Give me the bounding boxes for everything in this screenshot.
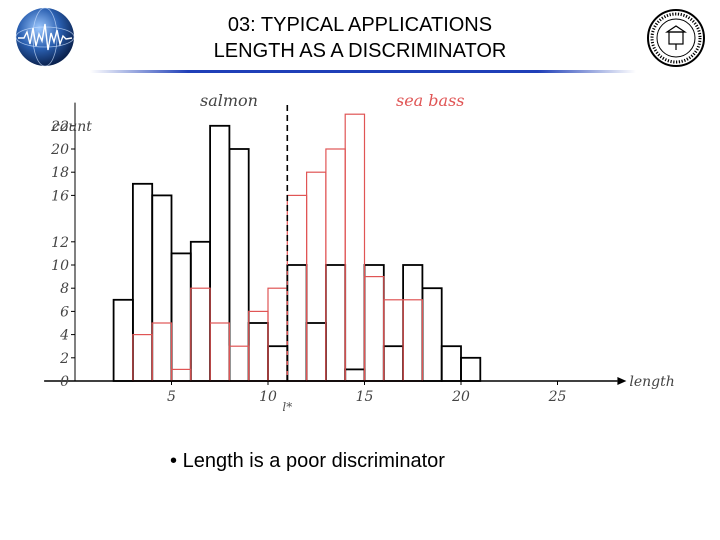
salmon-bar — [402, 264, 424, 382]
y-tick-label: 2 — [59, 351, 69, 367]
x-tick-label: 5 — [167, 389, 176, 405]
title-divider — [90, 70, 636, 73]
salmon-bar — [247, 322, 269, 382]
salmon-bar — [344, 368, 366, 382]
salmon-bar — [421, 287, 443, 382]
salmon-bar — [440, 345, 462, 382]
salmon-bar — [363, 264, 385, 382]
series-label-sea-bass: sea bass — [396, 91, 465, 110]
y-tick-label: 20 — [50, 142, 69, 158]
bullet-point: • Length is a poor discriminator — [170, 450, 445, 473]
salmon-bar — [189, 240, 212, 382]
sea-bass-bar — [383, 299, 404, 382]
length-histogram-chart: 0 2 4 6 8 10 12 16 18 20 22 5 10 15 20 25 l* salmon se… — [44, 91, 675, 414]
sea-bass-bar — [248, 310, 269, 382]
salmon-bar — [112, 298, 134, 382]
salmon-bar — [324, 264, 347, 382]
sea-bass-bar — [344, 113, 366, 382]
x-tick-label: 15 — [356, 389, 374, 405]
y-tick-label: 16 — [51, 188, 69, 204]
sea-bass-bar — [132, 334, 153, 382]
salmon-bar — [382, 345, 404, 382]
x-tick-label: 10 — [259, 389, 277, 405]
salmon-bar — [131, 182, 154, 382]
salmon-bar — [209, 124, 231, 382]
sea-bass-bar — [306, 171, 327, 382]
y-tick-label: 22 — [50, 119, 69, 135]
x-axis-title: length — [629, 374, 674, 390]
sea-bass-bar — [402, 299, 424, 382]
x-tick-label: 25 — [548, 389, 567, 405]
y-tick-label: 0 — [60, 374, 69, 390]
salmon-bar — [286, 264, 308, 382]
y-tick-label: 18 — [51, 165, 69, 181]
bullet-text: Length is a poor discriminator — [182, 450, 445, 472]
y-tick-label: 8 — [60, 281, 69, 297]
sea-bass-bar — [190, 287, 211, 382]
series-label-salmon: salmon — [200, 91, 258, 110]
sea-bass-bar — [228, 345, 250, 382]
sea-bass-bar — [286, 194, 308, 382]
x-axis-arrow — [617, 377, 627, 385]
y-axis-title: count — [52, 119, 92, 135]
salmon-bar — [170, 252, 192, 382]
sea-bass-bar — [151, 322, 173, 382]
university-seal-icon — [647, 9, 705, 67]
y-tick-label: 12 — [51, 235, 69, 251]
y-tick-label: 4 — [59, 328, 69, 344]
salmon-bar — [460, 356, 482, 382]
sea-bass-bar — [267, 287, 288, 382]
y-tick-label: 10 — [51, 258, 69, 274]
slide-title-line-1: 03: TYPICAL APPLICATIONS — [227, 14, 493, 36]
slide-title-line-2: LENGTH AS A DISCRIMINATOR — [213, 40, 507, 62]
sea-bass-bar — [363, 276, 385, 382]
globe-waveform-icon — [15, 7, 75, 67]
y-tick-label: 6 — [60, 304, 69, 320]
salmon-bar — [151, 194, 173, 382]
x-tick-label: 20 — [451, 389, 470, 405]
salmon-bar — [305, 322, 327, 382]
sea-bass-bar — [170, 368, 192, 382]
sea-bass-bar — [209, 322, 231, 382]
bullet-marker: • — [170, 450, 178, 472]
threshold-label: l* — [282, 400, 292, 414]
salmon-bar — [267, 345, 289, 382]
